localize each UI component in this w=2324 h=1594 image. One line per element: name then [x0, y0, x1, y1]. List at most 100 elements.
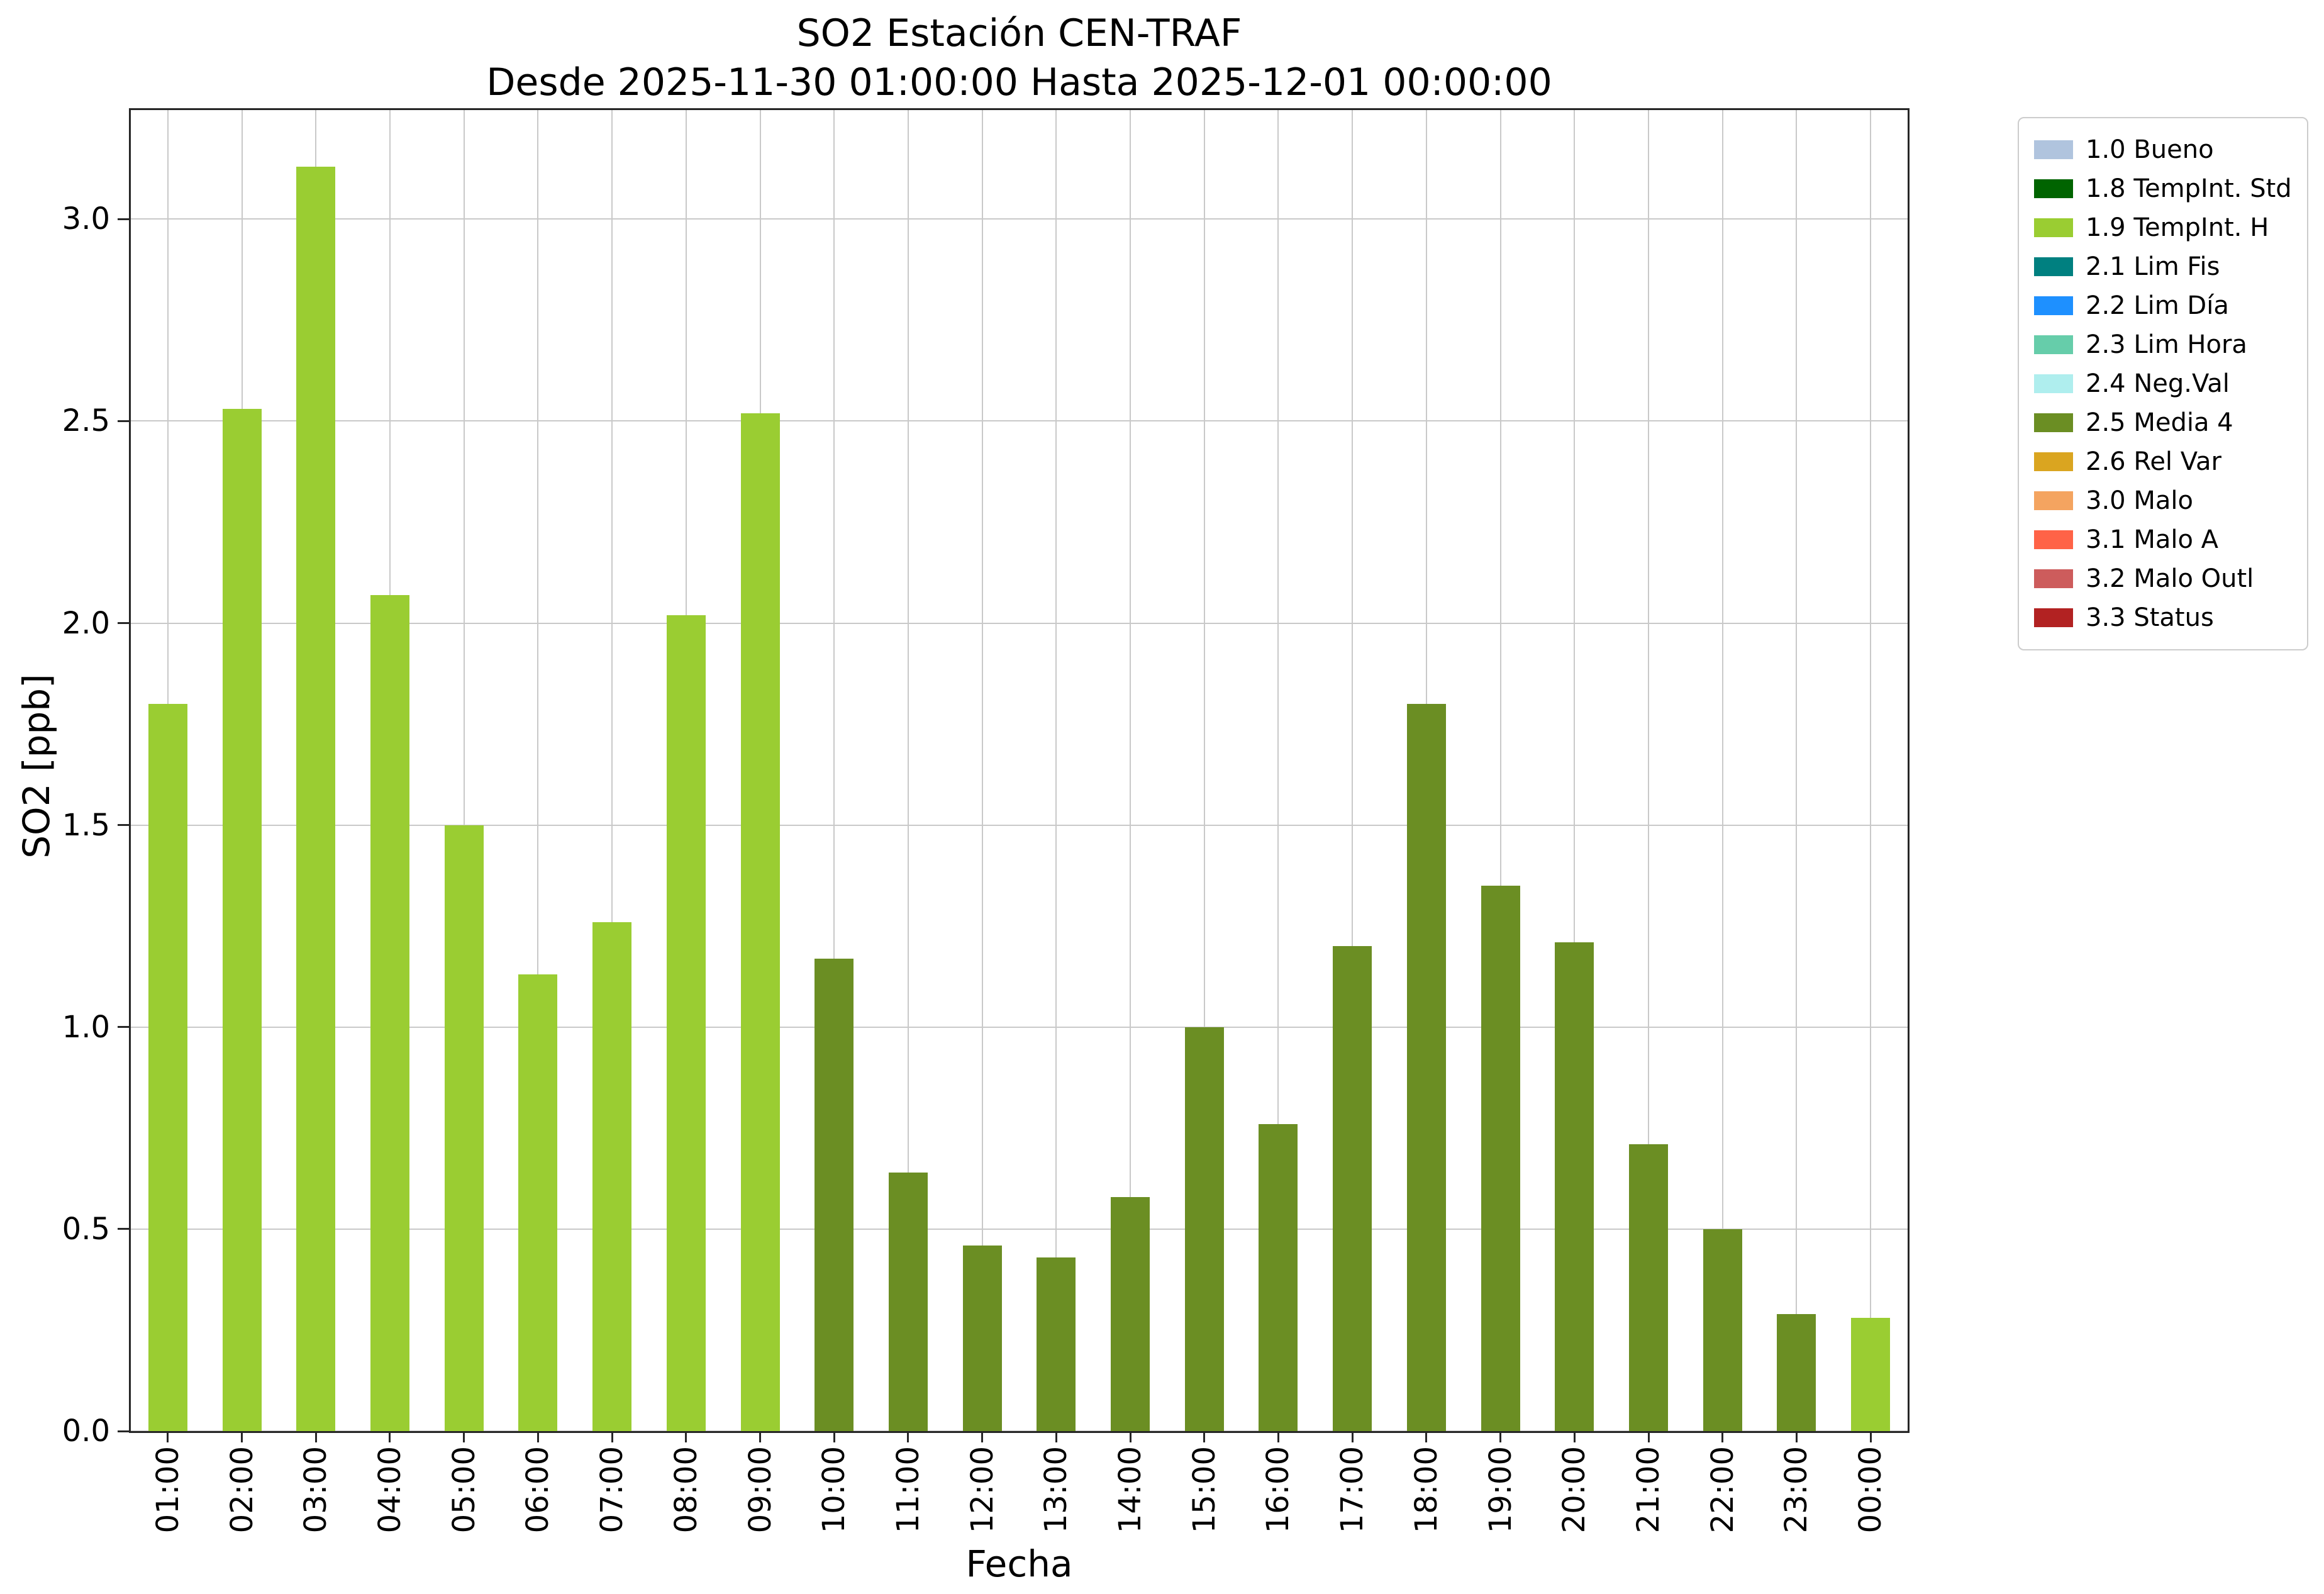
h-gridline — [131, 420, 1908, 422]
x-tick-mark — [1055, 1431, 1057, 1442]
chart-title: SO2 Estación CEN-TRAF — [796, 11, 1242, 55]
x-tick-label: 13:00 — [1038, 1446, 1074, 1540]
x-tick-text: 10:00 — [816, 1446, 852, 1534]
y-tick-mark — [118, 622, 129, 625]
x-tick-text: 14:00 — [1113, 1446, 1148, 1534]
legend-item-label: 2.2 Lim Día — [2086, 291, 2229, 320]
h-gridline — [131, 218, 1908, 220]
x-tick-label: 19:00 — [1483, 1446, 1518, 1540]
bar-15:00 — [1184, 1027, 1224, 1431]
x-tick-mark — [389, 1431, 391, 1442]
x-tick-mark — [833, 1431, 835, 1442]
legend-color-swatch — [2034, 335, 2073, 354]
x-tick-text: 07:00 — [594, 1446, 630, 1534]
legend-color-swatch — [2034, 296, 2073, 315]
bar-18:00 — [1406, 704, 1446, 1431]
x-tick-label: 21:00 — [1631, 1446, 1666, 1540]
legend-color-swatch — [2034, 530, 2073, 549]
legend-item: 2.2 Lim Día — [2034, 288, 2292, 323]
y-tick-label: 2.0 — [62, 605, 110, 641]
legend-item-label: 2.6 Rel Var — [2086, 447, 2221, 476]
x-tick-mark — [1203, 1431, 1206, 1442]
legend-item-label: 2.1 Lim Fis — [2086, 252, 2220, 281]
x-tick-mark — [1647, 1431, 1650, 1442]
bar-22:00 — [1703, 1229, 1742, 1431]
v-gridline — [1277, 110, 1279, 1431]
h-gridline — [131, 622, 1908, 624]
x-tick-text: 02:00 — [224, 1446, 260, 1534]
v-gridline — [1721, 110, 1723, 1431]
h-gridline — [131, 1228, 1908, 1230]
x-tick-mark — [907, 1431, 909, 1442]
x-tick-text: 17:00 — [1335, 1446, 1370, 1534]
h-gridline — [131, 1026, 1908, 1028]
x-tick-text: 22:00 — [1704, 1446, 1740, 1534]
x-tick-mark — [241, 1431, 243, 1442]
legend-item: 2.4 Neg.Val — [2034, 366, 2292, 401]
x-tick-label: 17:00 — [1335, 1446, 1370, 1540]
x-tick-text: 03:00 — [298, 1446, 334, 1534]
bar-16:00 — [1259, 1123, 1298, 1431]
legend-item: 3.1 Malo A — [2034, 522, 2292, 557]
x-tick-text: 20:00 — [1557, 1446, 1593, 1534]
v-gridline — [1870, 110, 1872, 1431]
legend-item-label: 3.1 Malo A — [2086, 525, 2219, 554]
x-tick-mark — [1869, 1431, 1872, 1442]
x-tick-mark — [685, 1431, 687, 1442]
x-tick-mark — [1499, 1431, 1502, 1442]
bar-11:00 — [888, 1173, 928, 1431]
legend-item-label: 3.3 Status — [2086, 603, 2214, 632]
x-tick-label: 01:00 — [150, 1446, 186, 1540]
v-gridline — [1648, 110, 1650, 1431]
x-tick-mark — [981, 1431, 984, 1442]
legend-color-swatch — [2034, 569, 2073, 588]
x-axis-label: Fecha — [965, 1542, 1073, 1585]
x-tick-text: 13:00 — [1038, 1446, 1074, 1534]
legend-item-label: 1.0 Bueno — [2086, 135, 2214, 164]
x-tick-label: 14:00 — [1113, 1446, 1148, 1540]
x-tick-label: 10:00 — [816, 1446, 852, 1540]
y-tick-mark — [118, 1228, 129, 1230]
bar-23:00 — [1777, 1313, 1816, 1431]
legend-item: 2.6 Rel Var — [2034, 444, 2292, 479]
x-tick-text: 12:00 — [964, 1446, 1000, 1534]
x-tick-label: 12:00 — [964, 1446, 1000, 1540]
v-gridline — [907, 110, 909, 1431]
legend-item: 2.5 Media 4 — [2034, 405, 2292, 440]
x-tick-mark — [463, 1431, 465, 1442]
legend-color-swatch — [2034, 413, 2073, 432]
y-tick-label: 1.5 — [62, 807, 110, 843]
v-gridline — [463, 110, 465, 1431]
legend-item: 3.2 Malo Outl — [2034, 561, 2292, 596]
bar-09:00 — [740, 413, 780, 1431]
x-tick-text: 16:00 — [1260, 1446, 1296, 1534]
legend-item-label: 2.3 Lim Hora — [2086, 330, 2247, 359]
v-gridline — [1796, 110, 1798, 1431]
bar-20:00 — [1555, 942, 1594, 1431]
x-tick-text: 05:00 — [446, 1446, 482, 1534]
x-tick-mark — [1795, 1431, 1798, 1442]
legend-color-swatch — [2034, 140, 2073, 159]
x-tick-text: 15:00 — [1186, 1446, 1222, 1534]
y-tick-label: 1.0 — [62, 1009, 110, 1045]
legend-item: 1.0 Bueno — [2034, 132, 2292, 167]
legend-color-swatch — [2034, 608, 2073, 627]
title-block: SO2 Estación CEN-TRAF Desde 2025-11-30 0… — [129, 9, 1910, 107]
legend-color-swatch — [2034, 179, 2073, 198]
bar-17:00 — [1333, 946, 1372, 1431]
bar-12:00 — [962, 1245, 1002, 1431]
x-tick-label: 07:00 — [594, 1446, 630, 1540]
bar-02:00 — [222, 409, 262, 1431]
v-gridline — [1352, 110, 1354, 1431]
bar-04:00 — [370, 594, 409, 1431]
legend-item-label: 2.5 Media 4 — [2086, 408, 2233, 437]
x-tick-text: 08:00 — [668, 1446, 704, 1534]
x-tick-label: 02:00 — [224, 1446, 260, 1540]
x-tick-label: 06:00 — [520, 1446, 555, 1540]
bar-19:00 — [1481, 886, 1520, 1431]
legend-color-swatch — [2034, 374, 2073, 393]
y-tick-label: 0.5 — [62, 1211, 110, 1247]
x-tick-mark — [759, 1431, 762, 1442]
chart-subtitle: Desde 2025-11-30 01:00:00 Hasta 2025-12-… — [486, 60, 1552, 104]
x-tick-label: 15:00 — [1186, 1446, 1222, 1540]
